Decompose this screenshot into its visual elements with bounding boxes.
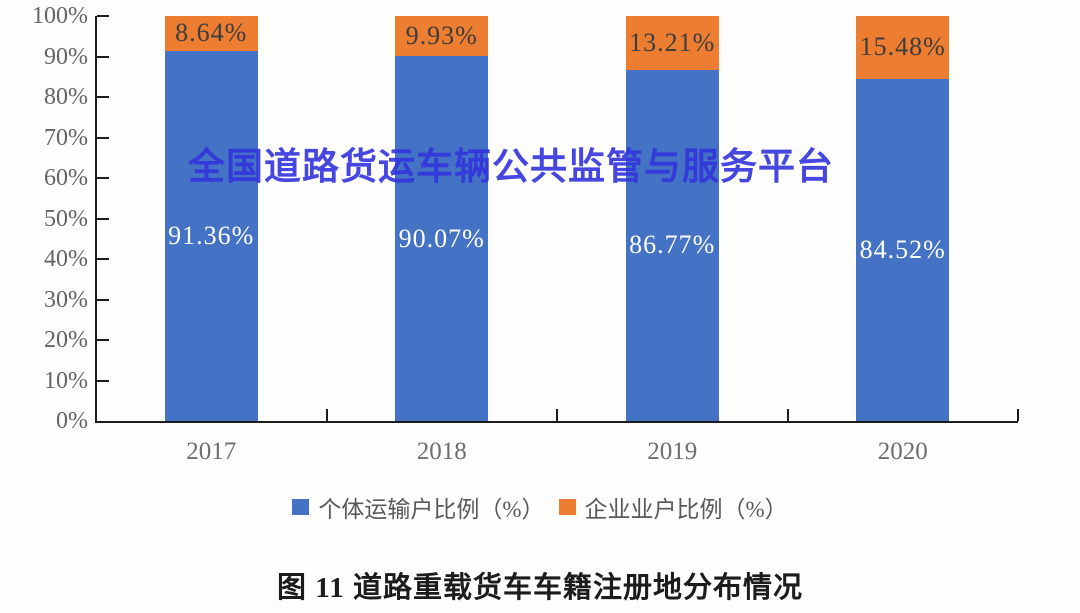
legend-item-enterprise: 企业业户比例（%） <box>558 490 788 524</box>
y-tick-label: 10% <box>44 367 88 394</box>
y-tick-mark <box>97 298 109 301</box>
figure-caption: 图 11 道路重载货车车籍注册地分布情况 <box>277 572 803 604</box>
y-tick-mark <box>97 136 109 139</box>
y-tick-label: 20% <box>44 327 88 353</box>
y-axis-line <box>95 16 97 423</box>
bar-2020-segment-1 <box>856 16 950 79</box>
bar-2017-segment-0 <box>164 50 258 421</box>
bar-2019-segment-0 <box>625 69 719 421</box>
y-tick-mark <box>97 339 109 341</box>
y-tick-label: 50% <box>44 205 88 232</box>
y-tick-label: 60% <box>44 165 88 191</box>
x-tick-mark <box>786 409 789 421</box>
bar-2017-value-label-1: 8.64% <box>175 18 248 48</box>
y-tick-label: 0% <box>56 408 88 434</box>
bar-2018-value-label-0: 90.07% <box>398 223 485 253</box>
legend-label-individual: 个体运输户比例（%） <box>318 497 545 522</box>
x-tick-mark <box>556 409 558 421</box>
bar-2019-segment-1 <box>625 16 719 70</box>
y-tick-mark <box>97 96 109 98</box>
y-tick-mark <box>97 379 109 382</box>
bar-2019-value-label-0: 86.77% <box>629 230 716 260</box>
legend-swatch-enterprise-icon <box>558 499 576 515</box>
x-tick-mark <box>325 409 328 421</box>
y-tick-label: 30% <box>44 286 88 313</box>
bar-2018-value-label-1: 9.93% <box>405 21 478 51</box>
y-tick-label: 80% <box>44 84 88 110</box>
y-tick-label: 90% <box>44 43 88 70</box>
y-tick-mark <box>97 177 109 179</box>
legend-swatch-individual-icon <box>292 499 310 515</box>
bar-2017-segment-1 <box>164 16 258 51</box>
y-tick-label: 100% <box>32 3 88 29</box>
y-tick-mark <box>97 258 109 260</box>
bar-2017-value-label-0: 91.36% <box>168 220 255 250</box>
x-category-label-2019: 2019 <box>647 438 698 465</box>
x-category-label-2017: 2017 <box>186 438 237 465</box>
y-tick-mark <box>97 55 109 58</box>
legend: 个体运输户比例（%） 企业业户比例（%） <box>0 490 1080 524</box>
bar-2020-value-label-1: 15.48% <box>859 32 946 62</box>
x-category-label-2018: 2018 <box>416 438 467 465</box>
bar-2019-value-label-1: 13.21% <box>629 27 716 57</box>
y-tick-mark <box>97 15 109 17</box>
legend-label-enterprise: 企业业户比例（%） <box>584 497 788 522</box>
bar-2020-segment-0 <box>856 78 950 421</box>
x-tick-mark <box>1017 409 1019 421</box>
bar-2018-segment-0 <box>395 56 489 421</box>
x-axis-line <box>95 421 1018 423</box>
bar-2018-segment-1 <box>395 16 489 57</box>
x-category-label-2020: 2020 <box>877 438 928 465</box>
y-tick-mark <box>97 217 109 220</box>
y-tick-label: 40% <box>44 246 88 272</box>
bar-2020-value-label-0: 84.52% <box>859 234 946 264</box>
y-tick-label: 70% <box>44 124 88 151</box>
watermark-text: 全国道路货运车辆公共监管与服务平台 <box>188 146 834 187</box>
legend-item-individual: 个体运输户比例（%） <box>292 490 545 524</box>
